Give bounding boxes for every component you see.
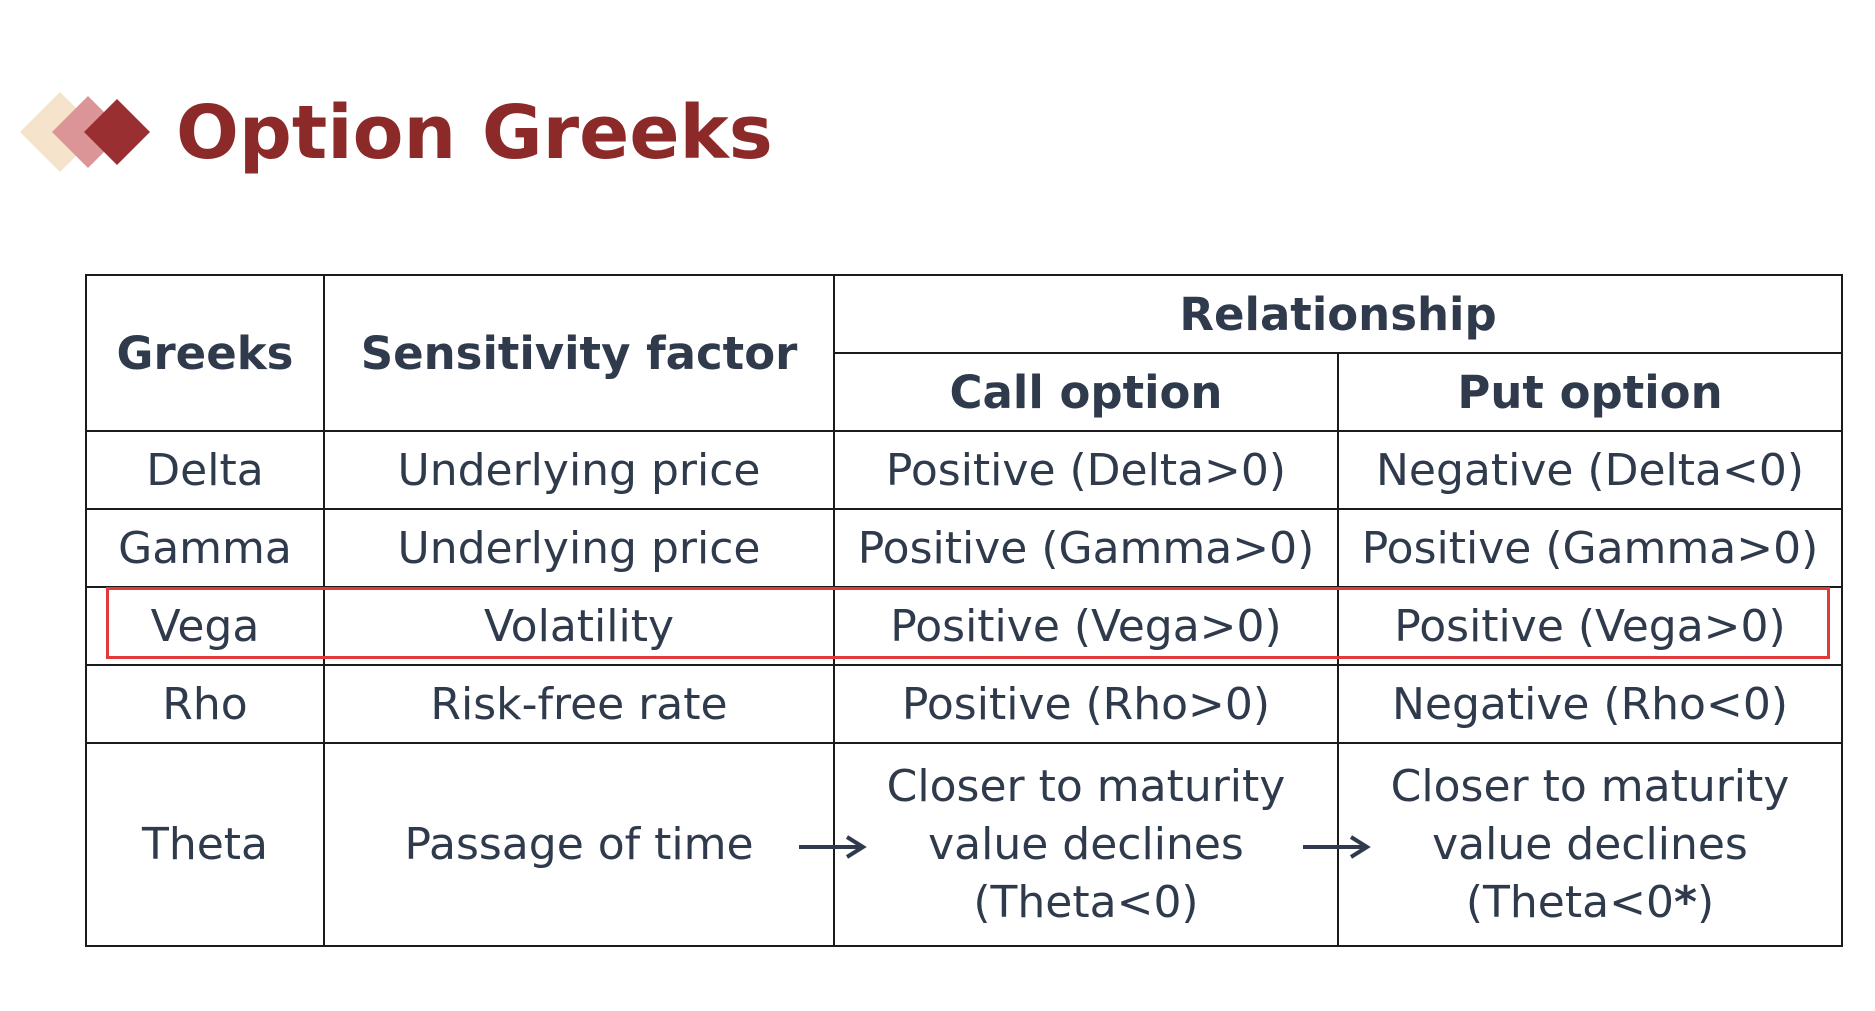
theta-put-line-3-suffix: ): [1696, 876, 1715, 928]
cell-greek: Rho: [85, 664, 325, 744]
cell-greek: Theta: [85, 742, 325, 947]
stacked-diamonds-icon: [20, 92, 150, 172]
cell-factor: Underlying price: [323, 430, 835, 510]
cell-put: Negative (Delta<0): [1337, 430, 1843, 510]
asterisk-mark: *: [1673, 876, 1697, 928]
cell-factor: Risk-free rate: [323, 664, 835, 744]
right-arrow-icon: [798, 834, 867, 859]
theta-put-line-2: value declines: [1432, 818, 1748, 870]
header-greeks: Greeks: [85, 274, 325, 432]
header-sensitivity-factor: Sensitivity factor: [323, 274, 835, 432]
cell-call: Positive (Delta>0): [833, 430, 1339, 510]
theta-call-line-3: (Theta<0): [973, 876, 1199, 928]
table-row-gamma: Gamma Underlying price Positive (Gamma>0…: [85, 508, 1843, 588]
cell-factor: Passage of time: [323, 742, 835, 947]
table-row-vega: Vega Volatility Positive (Vega>0) Positi…: [85, 586, 1843, 666]
table-row-theta: Theta Passage of time Closer to maturity…: [85, 742, 1843, 947]
cell-put: Positive (Vega>0): [1337, 586, 1843, 666]
table-row-rho: Rho Risk-free rate Positive (Rho>0) Nega…: [85, 664, 1843, 744]
header-call-option: Call option: [833, 352, 1339, 432]
theta-put-line-3: (Theta<0*): [1391, 874, 1790, 932]
theta-put-line-3-prefix: (Theta<0: [1465, 876, 1674, 928]
header-row-bottom: Call option Put option: [86, 352, 1843, 432]
cell-call: Positive (Rho>0): [833, 664, 1339, 744]
header-row-top: Greeks Sensitivity factor Relationship: [85, 274, 1843, 432]
cell-call: Positive (Vega>0): [833, 586, 1339, 666]
cell-put: Positive (Gamma>0): [1337, 508, 1843, 588]
cell-put: Closer to maturity value declines (Theta…: [1302, 742, 1843, 947]
cell-greek: Gamma: [85, 508, 325, 588]
cell-factor: Underlying price: [323, 508, 835, 588]
page-title: Option Greeks: [176, 90, 773, 176]
greeks-table: Greeks Sensitivity factor Relationship C…: [85, 274, 1843, 947]
cell-call: Positive (Gamma>0): [833, 508, 1339, 588]
cell-put: Negative (Rho<0): [1337, 664, 1843, 744]
header-relationship: Relationship: [833, 274, 1843, 354]
header-put-option: Put option: [1337, 352, 1843, 432]
theta-put-line-1: Closer to maturity: [1390, 760, 1790, 812]
table-row-delta: Delta Underlying price Positive (Delta>0…: [85, 430, 1843, 510]
theta-call-text: Closer to maturity value declines (Theta…: [798, 758, 1286, 932]
cell-call: Closer to maturity value declines (Theta…: [798, 742, 1339, 947]
right-arrow-icon: [1302, 834, 1371, 859]
cell-greek: Vega: [85, 586, 325, 666]
cell-factor: Volatility: [323, 586, 835, 666]
cell-greek: Delta: [85, 430, 325, 510]
theta-call-line-2: value declines: [928, 818, 1244, 870]
theta-put-text: Closer to maturity value declines (Theta…: [1302, 758, 1790, 932]
theta-call-line-1: Closer to maturity: [886, 760, 1286, 812]
